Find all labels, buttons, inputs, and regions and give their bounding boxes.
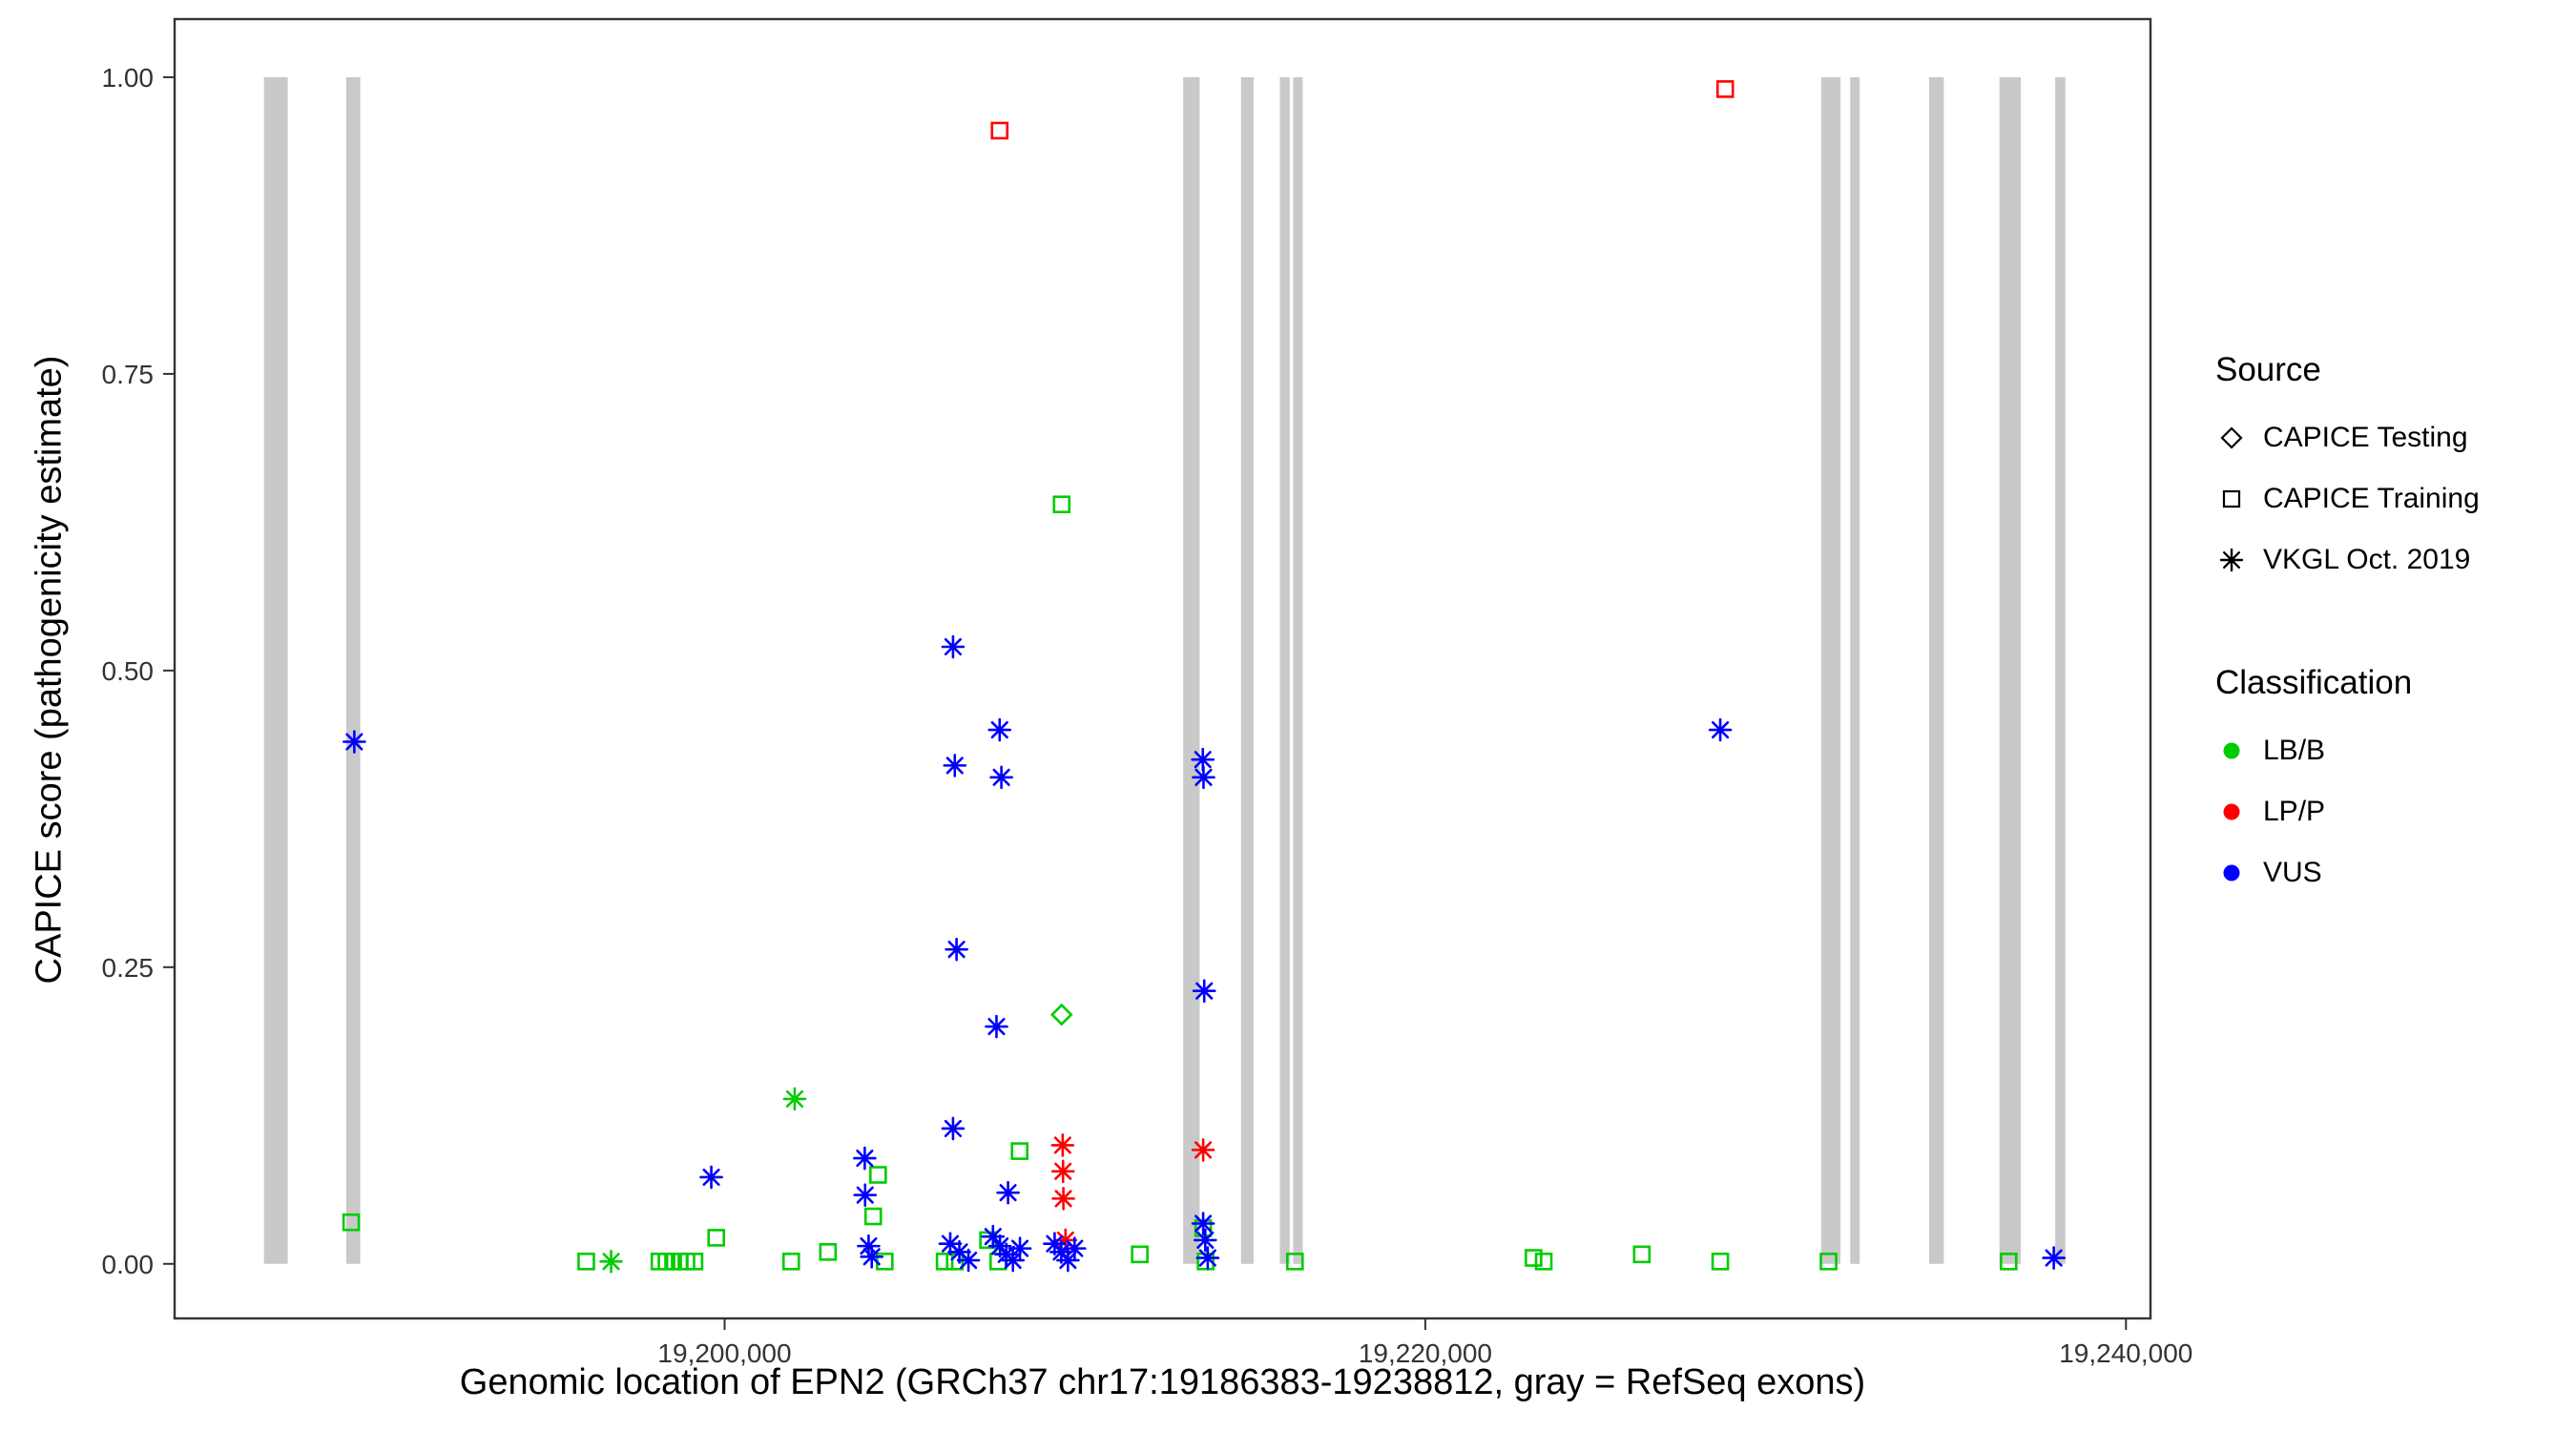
legend-source-title: Source	[2215, 351, 2321, 388]
legend-item-label: VKGL Oct. 2019	[2263, 544, 2471, 575]
legend-classification-title: Classification	[2215, 664, 2413, 701]
legend-item-label: CAPICE Testing	[2263, 422, 2468, 453]
legend-item-vus: VUS	[2215, 857, 2480, 889]
lpp-dot-icon	[2223, 803, 2240, 820]
legend-item-label: VUS	[2263, 857, 2322, 888]
legend: Source CAPICE Testing CAPICE Training	[2215, 351, 2480, 918]
svg-text:19,220,000: 19,220,000	[1359, 1338, 1492, 1368]
legend-item-label: LB/B	[2263, 735, 2326, 766]
legend-section-classification: Classification LB/B LP/P VUS	[2215, 664, 2480, 918]
svg-text:0.50: 0.50	[102, 656, 155, 686]
exon-bars	[263, 76, 2066, 1264]
lbb-dot-icon	[2223, 742, 2240, 759]
axes: 19,200,000 19,220,000 19,240,000 0.00 0.25 0.…	[102, 63, 2193, 1368]
svg-text:1.00: 1.00	[102, 63, 155, 93]
legend-item-lbb: LB/B	[2215, 735, 2480, 767]
square-key-icon	[2222, 489, 2241, 508]
legend-item-label: CAPICE Training	[2263, 483, 2480, 514]
asterisk-key-icon	[2219, 548, 2244, 572]
y-axis-title: CAPICE score (pathogenicity estimate)	[29, 355, 70, 985]
svg-text:19,200,000: 19,200,000	[657, 1338, 791, 1368]
svg-text:0.00: 0.00	[102, 1250, 155, 1279]
svg-text:0.25: 0.25	[102, 953, 155, 983]
x-axis-title: Genomic location of EPN2 (GRCh37 chr17:1…	[459, 1362, 1866, 1402]
svg-text:19,240,000: 19,240,000	[2059, 1338, 2192, 1368]
svg-text:0.75: 0.75	[102, 360, 155, 389]
legend-item-lpp: LP/P	[2215, 796, 2480, 828]
legend-item-capice-testing: CAPICE Testing	[2215, 422, 2480, 454]
legend-item-label: LP/P	[2263, 796, 2326, 827]
diamond-key-icon	[2220, 426, 2243, 449]
legend-item-vkgl: VKGL Oct. 2019	[2215, 544, 2480, 576]
panel-border	[173, 17, 2152, 1320]
data-points	[342, 80, 2066, 1274]
legend-section-source: Source CAPICE Testing CAPICE Training	[2215, 351, 2480, 605]
vus-dot-icon	[2223, 864, 2240, 881]
legend-item-capice-training: CAPICE Training	[2215, 483, 2480, 515]
